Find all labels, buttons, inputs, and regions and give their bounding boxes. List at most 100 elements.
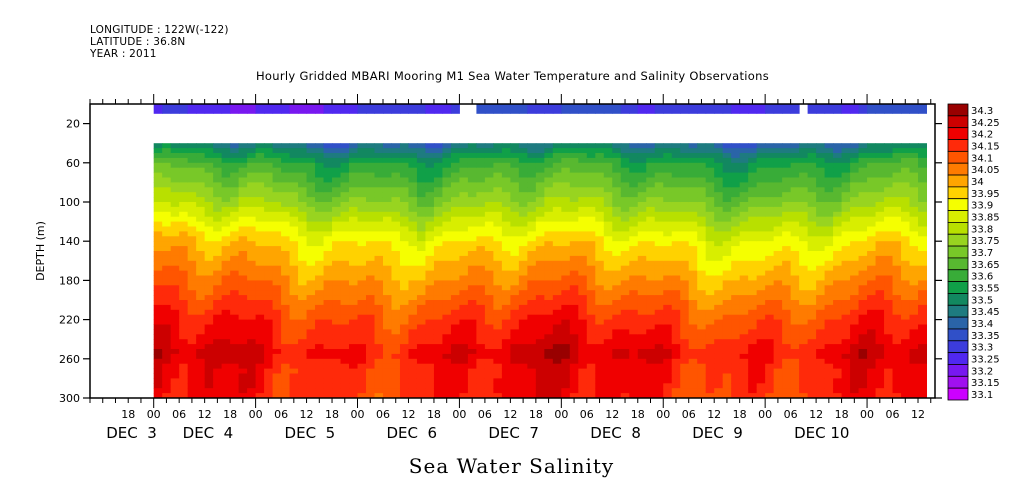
field-cell <box>918 353 928 360</box>
surface-cell <box>170 104 180 114</box>
field-cell <box>629 358 639 365</box>
field-cell <box>467 319 477 325</box>
surface-cell <box>391 104 401 114</box>
field-cell <box>858 197 868 203</box>
field-cell <box>272 148 282 154</box>
field-cell <box>544 192 554 198</box>
field-cell <box>841 270 851 276</box>
field-cell <box>816 339 826 345</box>
field-cell <box>663 246 673 252</box>
field-cell <box>603 226 613 232</box>
field-cell <box>782 187 792 193</box>
field-cell <box>748 270 758 276</box>
field-cell <box>425 211 435 218</box>
field-cell <box>867 167 877 174</box>
field-cell <box>561 280 571 286</box>
field-cell <box>782 344 792 350</box>
surface-cell <box>714 104 724 114</box>
field-cell <box>790 353 800 360</box>
field-cell <box>578 226 588 232</box>
surface-cell <box>612 104 622 114</box>
field-cell <box>586 339 596 345</box>
field-cell <box>824 246 834 252</box>
field-cell <box>909 339 919 345</box>
field-cell <box>569 309 579 316</box>
field-cell <box>170 393 180 399</box>
field-cell <box>561 246 571 252</box>
field-cell <box>442 363 452 370</box>
field-cell <box>790 241 800 247</box>
field-cell <box>697 344 707 350</box>
field-cell <box>382 393 392 399</box>
field-cell <box>179 290 189 296</box>
field-cell <box>399 280 409 286</box>
field-cell <box>187 368 197 374</box>
field-cell <box>918 241 928 247</box>
field-cell <box>238 353 248 360</box>
field-cell <box>332 349 342 355</box>
field-cell <box>765 231 775 237</box>
field-cell <box>705 265 715 272</box>
field-cell <box>442 275 452 281</box>
field-cell <box>833 202 843 208</box>
field-cell <box>824 167 834 174</box>
field-cell <box>374 236 384 242</box>
field-cell <box>382 241 392 247</box>
field-cell <box>281 246 291 252</box>
field-cell <box>782 358 792 365</box>
field-cell <box>850 231 860 237</box>
field-cell <box>646 182 656 188</box>
field-cell <box>654 236 664 242</box>
field-cell <box>841 226 851 232</box>
field-cell <box>680 162 690 169</box>
surface-cell <box>909 104 919 114</box>
field-cell <box>773 358 783 365</box>
field-cell <box>629 378 639 384</box>
field-cell <box>196 324 206 330</box>
field-cell <box>323 275 333 281</box>
field-cell <box>382 344 392 350</box>
field-cell <box>264 241 274 247</box>
field-cell <box>875 344 885 350</box>
field-cell <box>850 226 860 232</box>
field-cell <box>552 339 562 345</box>
field-cell <box>765 290 775 296</box>
field-cell <box>221 368 231 374</box>
field-cell <box>603 304 613 311</box>
field-cell <box>901 226 911 232</box>
field-cell <box>221 231 231 237</box>
field-cell <box>187 339 197 345</box>
y-tick-label: 300 <box>59 392 80 405</box>
field-cell <box>739 373 749 379</box>
surface-cell <box>501 104 511 114</box>
field-cell <box>281 197 291 203</box>
field-cell <box>892 358 902 365</box>
field-cell <box>425 295 435 301</box>
field-cell <box>561 255 571 262</box>
field-cell <box>493 153 503 159</box>
field-cell <box>552 373 562 379</box>
field-cell <box>357 216 367 223</box>
field-cell <box>884 295 894 301</box>
field-cell <box>382 177 392 183</box>
field-cell <box>289 157 299 164</box>
field-cell <box>799 280 809 286</box>
field-cell <box>187 148 197 154</box>
field-cell <box>196 309 206 316</box>
field-cell <box>603 211 613 218</box>
field-cell <box>739 197 749 203</box>
field-cell <box>289 192 299 198</box>
field-cell <box>425 162 435 169</box>
field-cell <box>238 241 248 247</box>
field-cell <box>323 255 333 262</box>
field-cell <box>450 319 460 325</box>
field-cell <box>578 295 588 301</box>
field-cell <box>620 231 630 237</box>
field-cell <box>654 211 664 218</box>
field-cell <box>510 378 520 384</box>
field-cell <box>382 324 392 330</box>
field-cell <box>714 157 724 164</box>
field-cell <box>425 275 435 281</box>
field-cell <box>366 187 375 193</box>
field-cell <box>289 187 299 193</box>
